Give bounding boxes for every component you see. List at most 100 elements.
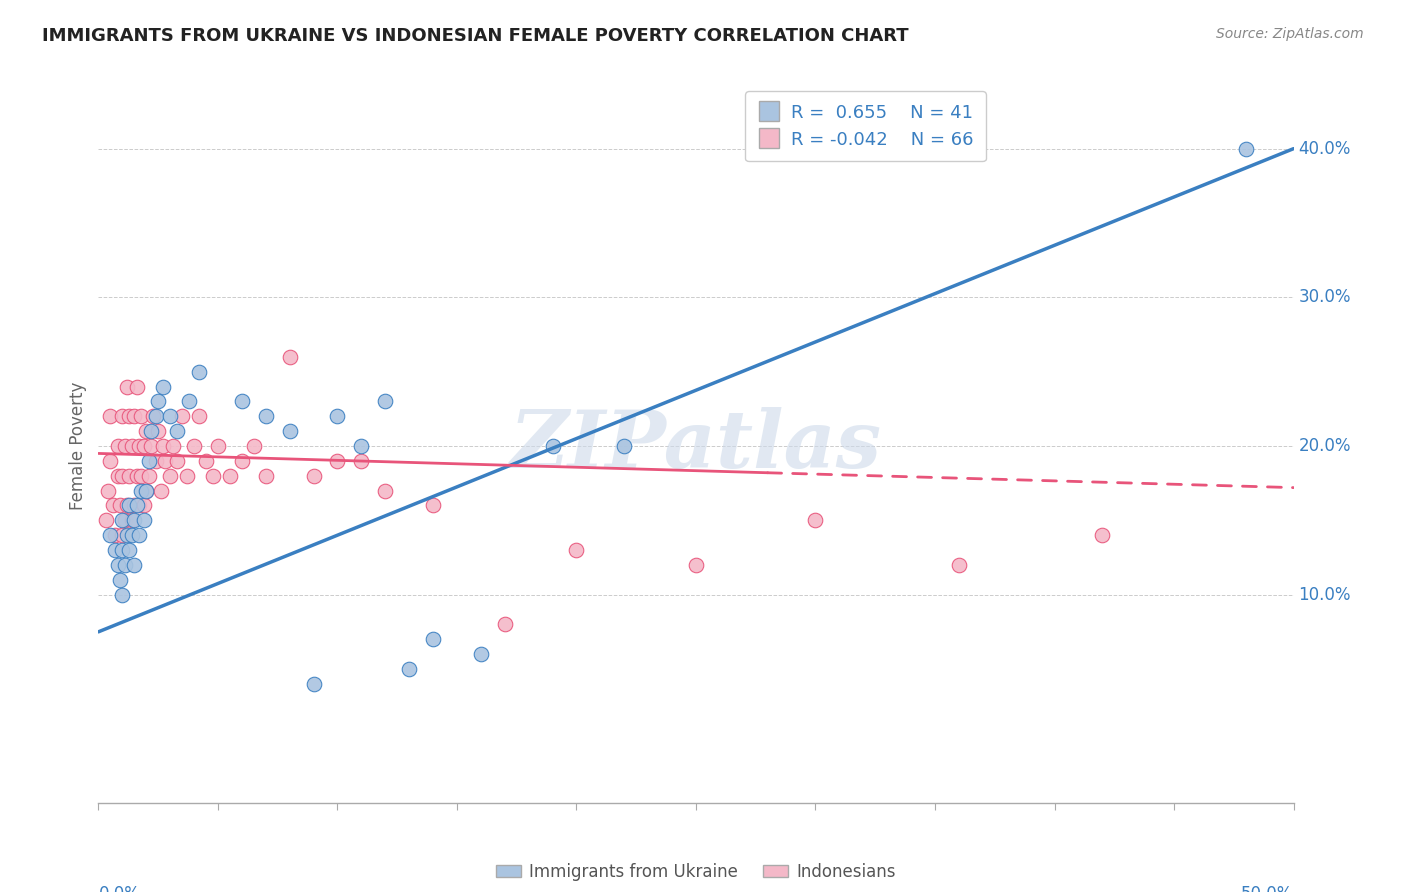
Point (302, 468, 325, 483)
Point (541, 439, 564, 453)
Point (326, 454, 349, 468)
Point (114, 558, 136, 572)
Point (172, 409, 194, 424)
Point (97, 483, 120, 498)
Point (176, 468, 198, 483)
Point (422, 632, 444, 647)
Point (108, 499, 131, 513)
Point (128, 439, 150, 453)
Point (149, 483, 172, 498)
Point (118, 409, 141, 424)
Point (565, 543, 588, 558)
Point (350, 454, 373, 468)
Point (187, 409, 209, 424)
Point (125, 379, 148, 393)
Point (104, 543, 127, 558)
Point (131, 483, 153, 498)
Point (107, 439, 129, 453)
Point (98, 454, 122, 468)
Point (94, 513, 117, 527)
Point (124, 499, 146, 513)
Point (98, 409, 122, 424)
Point (114, 439, 136, 453)
Point (166, 454, 188, 468)
Point (125, 468, 148, 483)
Point (98, 528, 122, 542)
Point (398, 662, 420, 676)
Point (115, 499, 138, 513)
Point (326, 409, 349, 424)
Point (254, 468, 277, 483)
Point (121, 439, 143, 453)
Point (124, 558, 146, 572)
Point (374, 394, 396, 409)
Point (111, 588, 134, 602)
Point (155, 454, 177, 468)
Point (114, 513, 136, 527)
Point (132, 513, 155, 527)
Point (231, 394, 253, 409)
Point (243, 439, 266, 453)
Point (613, 439, 636, 453)
Point (187, 365, 209, 379)
Point (107, 558, 129, 572)
Point (108, 573, 131, 587)
Point (139, 439, 162, 453)
Point (219, 468, 242, 483)
Point (121, 528, 143, 542)
Point (135, 424, 157, 438)
Point (107, 468, 129, 483)
Point (1234, 142, 1257, 156)
Point (111, 513, 134, 527)
Point (145, 409, 167, 424)
Point (1091, 528, 1114, 542)
Point (104, 528, 127, 542)
Point (128, 499, 150, 513)
Point (125, 499, 148, 513)
Point (124, 409, 146, 424)
Point (202, 468, 225, 483)
Point (152, 439, 174, 453)
Legend: Immigrants from Ukraine, Indonesians: Immigrants from Ukraine, Indonesians (489, 856, 903, 888)
Point (131, 409, 153, 424)
Point (278, 424, 301, 438)
Point (111, 528, 134, 542)
Point (124, 513, 146, 527)
Point (135, 483, 157, 498)
Point (131, 468, 153, 483)
Point (111, 543, 134, 558)
Point (183, 439, 205, 453)
Point (111, 409, 134, 424)
Point (115, 528, 138, 542)
Point (148, 394, 170, 409)
Point (494, 617, 516, 632)
Point (121, 513, 143, 527)
Point (804, 513, 827, 527)
Point (142, 409, 165, 424)
Point (685, 558, 707, 572)
Text: 50.0%: 50.0% (1241, 885, 1294, 892)
Point (118, 499, 141, 513)
Point (350, 439, 373, 453)
Y-axis label: Female Poverty: Female Poverty (69, 382, 87, 510)
Point (278, 350, 301, 364)
Text: Source: ZipAtlas.com: Source: ZipAtlas.com (1216, 27, 1364, 41)
Point (162, 439, 184, 453)
Text: ZIPatlas: ZIPatlas (510, 408, 882, 484)
Point (132, 499, 155, 513)
Point (422, 499, 444, 513)
Point (118, 468, 141, 483)
Text: 0.0%: 0.0% (98, 885, 141, 892)
Point (231, 454, 253, 468)
Point (194, 454, 217, 468)
Point (374, 483, 396, 498)
Point (111, 468, 134, 483)
Point (135, 483, 157, 498)
Point (139, 424, 162, 438)
Point (302, 677, 325, 691)
Point (470, 647, 492, 661)
Point (207, 439, 229, 453)
Point (138, 468, 160, 483)
Point (948, 558, 970, 572)
Point (152, 379, 174, 393)
